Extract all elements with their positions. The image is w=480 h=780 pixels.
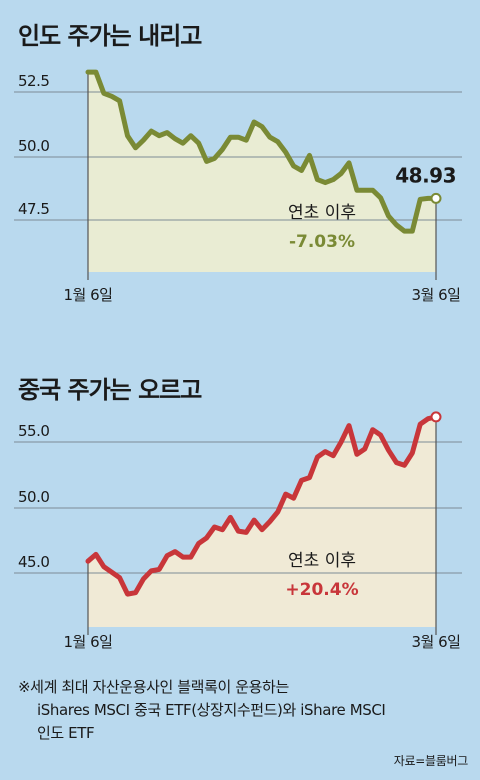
x-start-label: 1월 6일	[64, 286, 113, 304]
end-point-marker	[430, 192, 442, 204]
y-tick-label: 50.0	[18, 137, 49, 155]
y-tick-label: 55.0	[18, 422, 49, 440]
annotation-value: +20.4%	[285, 580, 358, 600]
annotation-label: 연초 이후	[288, 551, 356, 571]
y-tick-label: 50.0	[18, 488, 49, 506]
y-tick-label: 47.5	[18, 200, 49, 218]
area-fill	[88, 72, 436, 272]
x-end-label: 3월 6일	[412, 633, 461, 651]
china-chart-title: 중국 주가는 오르고	[18, 376, 202, 404]
india-stock-chart: 52.5 50.0 47.5 48.93 1월 6일 3월 6일 연초 이후 -7.03%	[14, 69, 462, 304]
end-value-label: 48.93	[395, 163, 456, 187]
footnote-line-3: 인도 ETF	[37, 724, 95, 742]
series-line	[85, 414, 439, 597]
footnote-line-2: iShares MSCI 중국 ETF(상장지수펀드)와 iShare MSCI	[37, 701, 386, 719]
footnote-line-1: ※세계 최대 자산운용사인 블랙록이 운용하는	[18, 678, 289, 696]
y-tick-label: 45.0	[18, 553, 49, 571]
series-line	[85, 69, 439, 234]
x-end-label: 3월 6일	[412, 286, 461, 304]
end-point-marker	[430, 411, 442, 423]
footnote: ※세계 최대 자산운용사인 블랙록이 운용하는 iShares MSCI 중국 …	[18, 676, 386, 745]
area-fill	[88, 416, 436, 627]
source-credit: 자료=블룸버그	[393, 754, 469, 768]
annotation-label: 연초 이후	[288, 203, 356, 223]
y-tick-label: 52.5	[18, 72, 49, 90]
x-start-label: 1월 6일	[64, 633, 113, 651]
india-chart-title: 인도 주가는 내리고	[18, 22, 202, 50]
annotation-value: -7.03%	[289, 232, 355, 252]
